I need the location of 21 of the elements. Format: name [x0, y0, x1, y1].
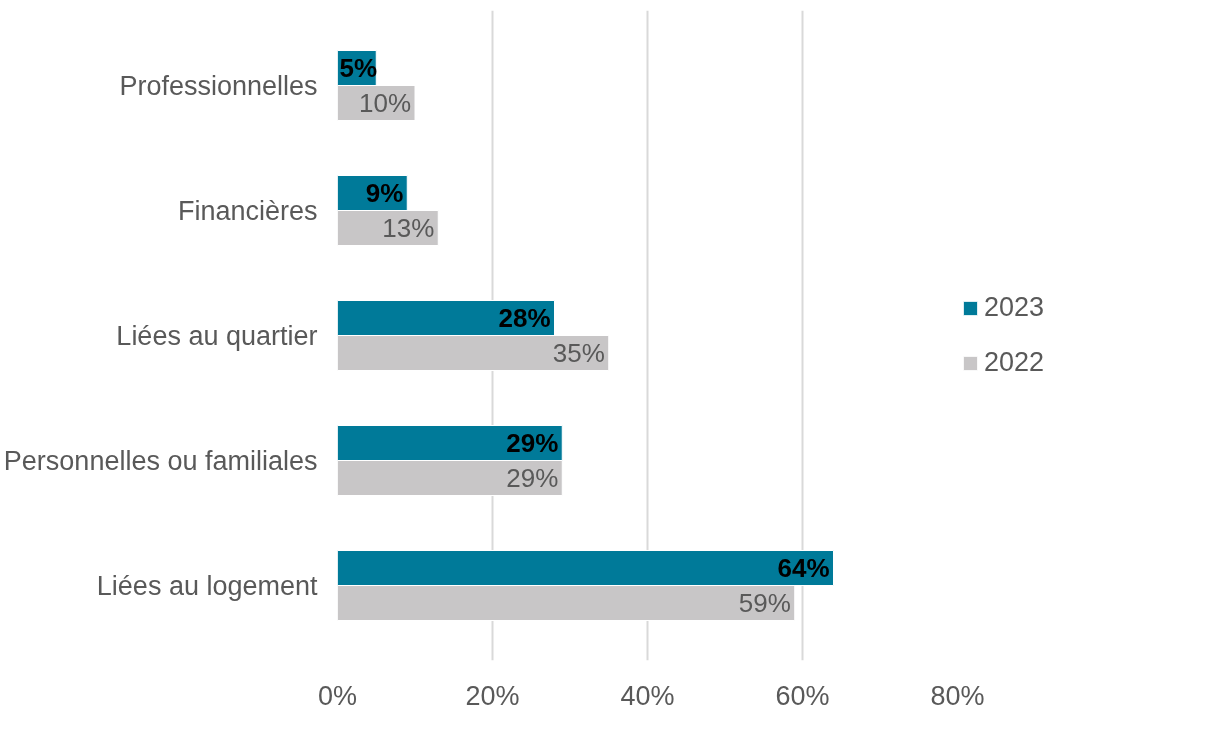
data-label: 9%: [365, 178, 404, 208]
data-label: 28%: [498, 303, 551, 333]
x-tick-label: 60%: [775, 680, 830, 711]
y-tick-label: Financières: [177, 195, 318, 226]
x-tick-label: 40%: [620, 680, 675, 711]
x-tick-label: 20%: [465, 680, 520, 711]
data-label: 29%: [506, 463, 559, 493]
data-label: 59%: [738, 588, 791, 618]
y-tick-label: Personnelles ou familiales: [3, 445, 318, 476]
y-tick-label: Professionnelles: [119, 70, 318, 101]
legend-label: 2023: [984, 292, 1045, 323]
data-label: 29%: [506, 428, 559, 458]
y-tick-label: Liées au quartier: [116, 320, 318, 351]
x-tick-label: 80%: [930, 680, 985, 711]
y-tick-label: Liées au logement: [96, 570, 318, 601]
legend-label: 2022: [984, 347, 1045, 378]
data-label: 35%: [552, 338, 605, 368]
data-label: 13%: [382, 213, 435, 243]
x-tick-label: 0%: [317, 680, 358, 711]
data-label: 64%: [777, 553, 830, 583]
data-label: 10%: [358, 88, 412, 118]
